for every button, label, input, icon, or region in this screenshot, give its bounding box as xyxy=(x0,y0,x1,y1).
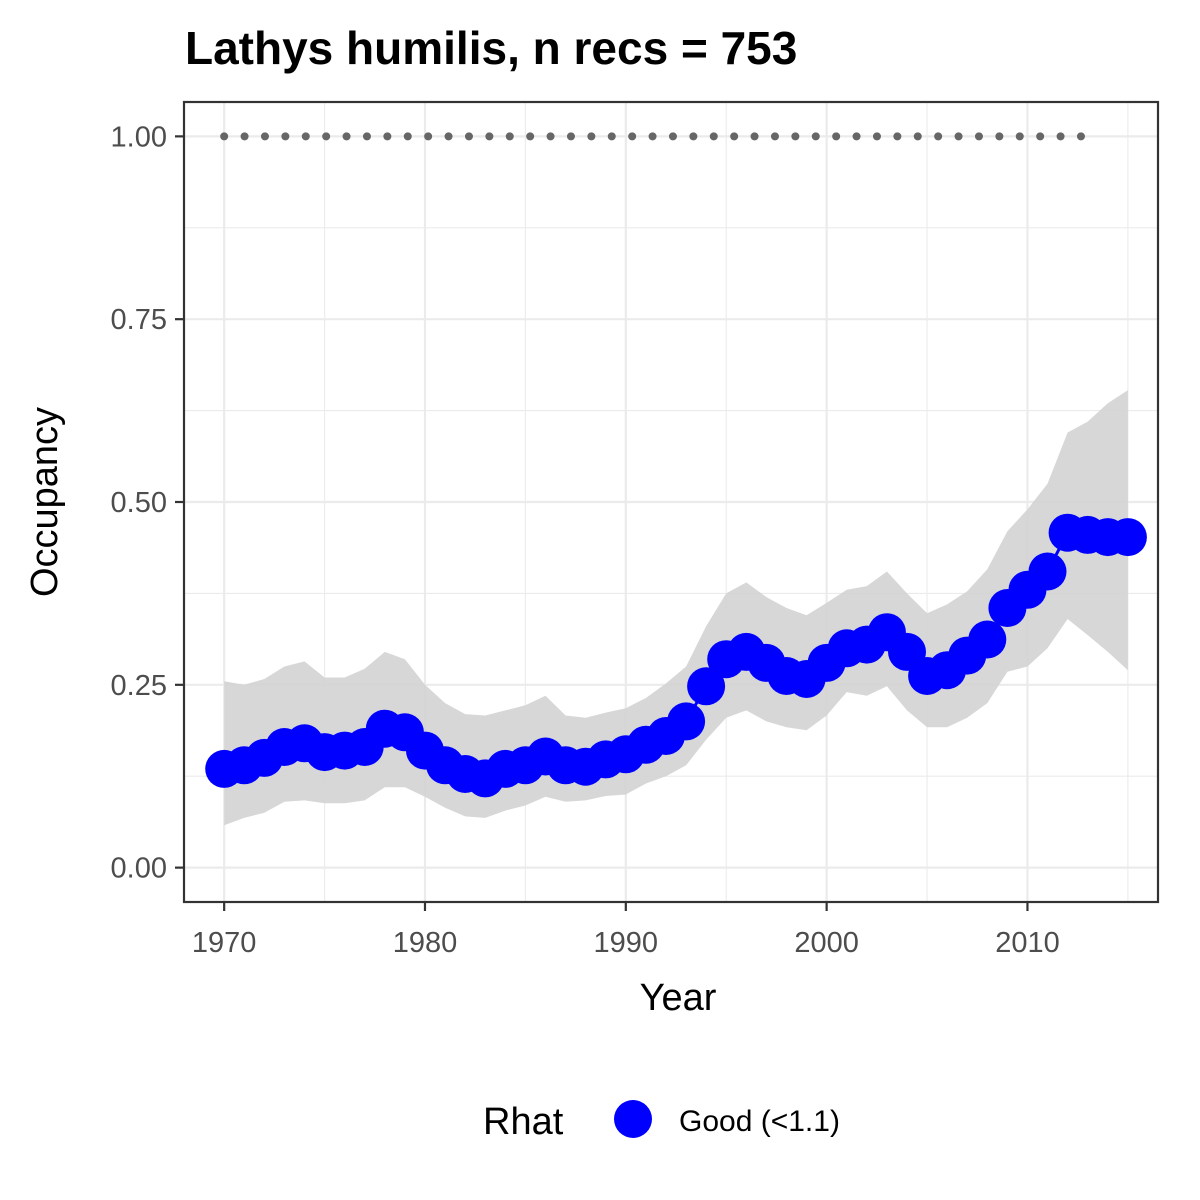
chart-title: Lathys humilis, n recs = 753 xyxy=(185,22,797,74)
y-tick-label: 0.50 xyxy=(111,487,167,519)
occupancy-point xyxy=(1108,518,1147,557)
y-axis-title: Occupancy xyxy=(24,407,66,597)
confidence-ribbon xyxy=(224,390,1128,826)
occupancy-point xyxy=(1028,552,1067,591)
y-tick-label: 0.00 xyxy=(111,853,167,885)
occupancy-point xyxy=(687,667,726,706)
occupancy-point xyxy=(667,702,706,741)
legend: Rhat Good (<1.1) xyxy=(483,1100,840,1143)
legend-key-good xyxy=(614,1100,652,1138)
x-tick-label: 1980 xyxy=(393,927,458,959)
y-tick-label: 0.75 xyxy=(111,304,167,336)
x-tick-label: 2000 xyxy=(794,927,859,959)
x-tick-label: 1990 xyxy=(594,927,659,959)
x-tick-label: 2010 xyxy=(995,927,1060,959)
y-tick-label: 0.25 xyxy=(111,670,167,702)
occupancy-point xyxy=(968,620,1007,659)
x-axis-title: Year xyxy=(640,977,717,1019)
legend-label-good: Good (<1.1) xyxy=(679,1105,840,1138)
legend-title: Rhat xyxy=(483,1101,564,1143)
occupancy-points xyxy=(205,513,1147,798)
confidence-ribbon-layer xyxy=(224,390,1128,826)
x-tick-label: 1970 xyxy=(192,927,257,959)
x-axis: 1970 1980 1990 2000 2010 xyxy=(192,902,1060,959)
y-axis: 0.00 0.25 0.50 0.75 1.00 xyxy=(111,121,184,885)
y-tick-label: 1.00 xyxy=(111,121,167,153)
